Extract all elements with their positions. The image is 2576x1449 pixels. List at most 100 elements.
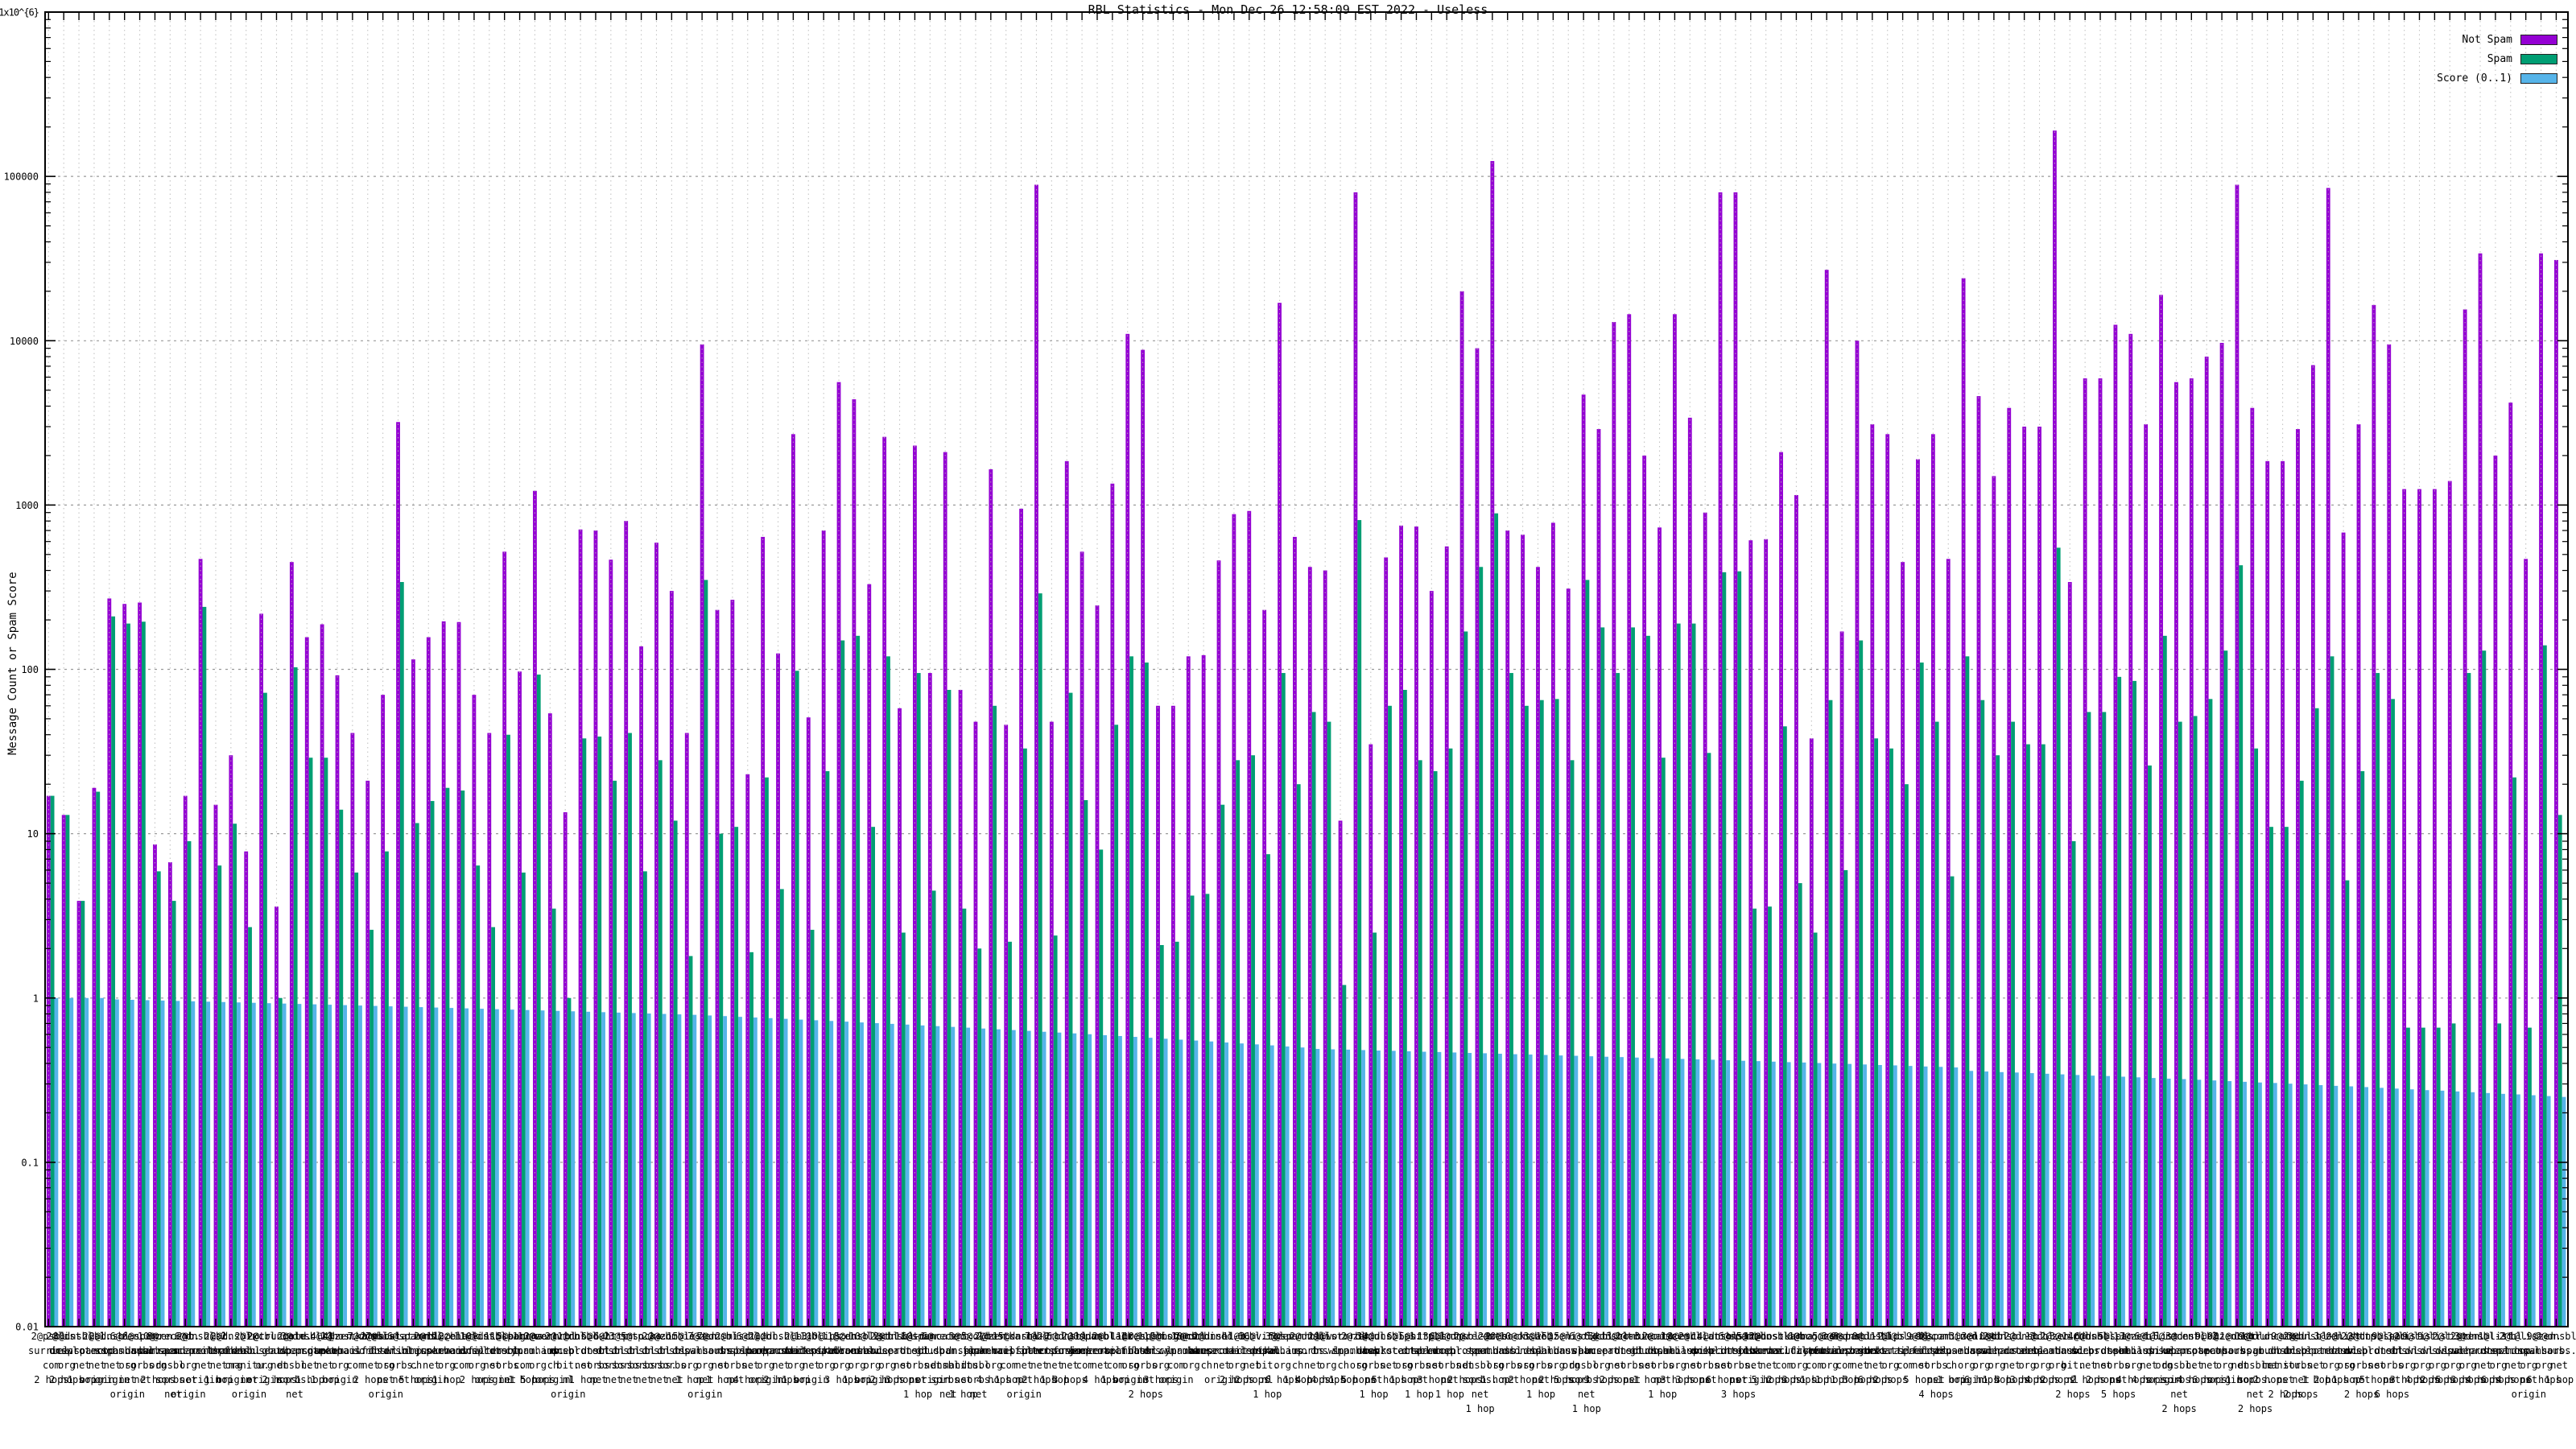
svg-text:4 hops: 4 hops: [2466, 1374, 2500, 1385]
svg-text:com: com: [1000, 1360, 1018, 1371]
svg-text:1@bogons.: 1@bogons.: [1788, 1331, 1840, 1342]
svg-text:4 hops: 4 hops: [2405, 1374, 2439, 1385]
svg-text:9@list.: 9@list.: [2402, 1331, 2443, 1342]
svg-text:sorbs.: sorbs.: [2238, 1374, 2273, 1385]
svg-text:4 hops: 4 hops: [2177, 1374, 2211, 1385]
svg-text:4 hops: 4 hops: [2496, 1374, 2531, 1385]
svg-text:origin: origin: [323, 1374, 357, 1385]
svg-text:sorbs.: sorbs.: [931, 1374, 965, 1385]
svg-text:dnswl.: dnswl.: [2329, 1345, 2363, 1356]
svg-text:uceprotect.: uceprotect.: [749, 1345, 812, 1356]
svg-text:6 hops: 6 hops: [1858, 1374, 1893, 1385]
svg-text:5@zen.: 5@zen.: [1812, 1331, 1847, 1342]
svg-text:2@list.: 2@list.: [2433, 1331, 2474, 1342]
svg-text:2@dnsbl.: 2@dnsbl.: [2004, 1331, 2050, 1342]
svg-text:15@zen.: 15@zen.: [1536, 1331, 1577, 1342]
legend-item-spam: Spam: [2437, 53, 2557, 65]
svg-text:2@hostkarma.: 2@hostkarma.: [974, 1331, 1044, 1342]
svg-text:4 hops: 4 hops: [976, 1374, 1011, 1385]
svg-text:net: net: [2307, 1360, 2325, 1371]
svg-text:2@zen.: 2@zen.: [1341, 1331, 1376, 1342]
svg-text:org: org: [2535, 1360, 2553, 1371]
svg-text:0@dnsbl.: 0@dnsbl.: [1852, 1331, 1899, 1342]
svg-text:2@zen.: 2@zen.: [2450, 1331, 2485, 1342]
svg-text:1 hop: 1 hop: [68, 1374, 97, 1385]
svg-text:net: net: [2247, 1389, 2264, 1400]
svg-text:net: net: [1927, 1374, 1945, 1385]
svg-text:ch: ch: [547, 1360, 559, 1371]
svg-text:2 hops: 2 hops: [1538, 1374, 1573, 1385]
svg-text:3 hops: 3 hops: [1781, 1374, 1816, 1385]
svg-text:org: org: [1122, 1360, 1140, 1371]
svg-text:bit.: bit.: [556, 1360, 580, 1371]
svg-text:bit.: bit.: [2061, 1360, 2084, 1371]
svg-text:11@old.: 11@old.: [2235, 1331, 2276, 1342]
svg-text:net: net: [2140, 1360, 2157, 1371]
svg-text:2@rbl.: 2@rbl.: [1037, 1331, 1071, 1342]
svg-text:net: net: [362, 1360, 380, 1371]
svg-text:imp.: imp.: [542, 1345, 565, 1356]
svg-text:2 hops: 2 hops: [1022, 1374, 1056, 1385]
svg-text:sorbs.: sorbs.: [2101, 1360, 2136, 1371]
svg-text:org: org: [757, 1360, 774, 1371]
svg-text:3@zen.: 3@zen.: [1949, 1331, 1984, 1342]
svg-text:spam.: spam.: [1572, 1345, 1601, 1356]
svg-text:5@old.: 5@old.: [961, 1331, 996, 1342]
svg-text:barracudacentral.: barracudacentral.: [747, 1345, 846, 1356]
svg-text:org: org: [1790, 1360, 1808, 1371]
svg-text:sorbs.: sorbs.: [961, 1374, 996, 1385]
svg-text:com: com: [1167, 1360, 1185, 1371]
svg-text:com: com: [1806, 1360, 1823, 1371]
svg-text:org: org: [1228, 1360, 1246, 1371]
svg-text:net: net: [696, 1374, 714, 1385]
svg-text:1 hop: 1 hop: [706, 1374, 735, 1385]
svg-text:6 hops: 6 hops: [2481, 1374, 2516, 1385]
svg-text:2 hops: 2 hops: [2055, 1389, 2090, 1400]
svg-text:dnswl.: dnswl.: [855, 1345, 890, 1356]
svg-text:sorbs.: sorbs.: [1295, 1345, 1330, 1356]
svg-text:4 hops: 4 hops: [1918, 1389, 1953, 1400]
svg-text:2@bl.: 2@bl.: [1678, 1331, 1707, 1342]
svg-text:2 hops: 2 hops: [2253, 1374, 2288, 1385]
svg-text:net: net: [1578, 1389, 1596, 1400]
svg-text:origin: origin: [110, 1389, 145, 1400]
svg-text:2@b.: 2@b.: [785, 1331, 808, 1342]
svg-text:dnswl.: dnswl.: [2390, 1345, 2425, 1356]
svg-text:nl: nl: [563, 1374, 574, 1385]
svg-text:3@list.: 3@list.: [1961, 1331, 2002, 1342]
svg-text:dnsbl.: dnsbl.: [1569, 1360, 1604, 1371]
svg-text:org: org: [818, 1360, 836, 1371]
svg-text:org: org: [1593, 1360, 1611, 1371]
svg-text:4@zen.: 4@zen.: [323, 1331, 357, 1342]
svg-text:2 hops: 2 hops: [2086, 1374, 2120, 1385]
svg-text:2@misc.: 2@misc.: [715, 1331, 756, 1342]
svg-text:7@dnsbl.: 7@dnsbl.: [348, 1331, 394, 1342]
svg-text:origin: origin: [80, 1374, 114, 1385]
svg-text:ch: ch: [1201, 1360, 1212, 1371]
svg-text:dnswl.: dnswl.: [1964, 1345, 1999, 1356]
svg-text:net: net: [2079, 1360, 2097, 1371]
svg-text:org: org: [2338, 1360, 2355, 1371]
svg-text:15@list.: 15@list.: [1548, 1331, 1595, 1342]
svg-text:spamhaus.: spamhaus.: [2305, 1345, 2357, 1356]
svg-text:net: net: [1684, 1360, 1702, 1371]
svg-text:spamcop.: spamcop.: [728, 1345, 774, 1356]
svg-text:sorbs.: sorbs.: [1432, 1360, 1467, 1371]
svg-text:net: net: [1046, 1360, 1063, 1371]
svg-text:spamhaus.: spamhaus.: [1104, 1345, 1157, 1356]
svg-text:100000: 100000: [4, 171, 39, 183]
svg-text:3 hops: 3 hops: [2390, 1374, 2425, 1385]
svg-text:net: net: [1410, 1374, 1428, 1385]
svg-text:sorbs.: sorbs.: [1918, 1360, 1953, 1371]
svg-text:2@virbl.: 2@virbl.: [545, 1331, 592, 1342]
svg-text:org: org: [681, 1360, 699, 1371]
svg-text:mailspike.: mailspike.: [782, 1345, 840, 1356]
svg-text:0@zen.: 0@zen.: [2207, 1331, 2242, 1342]
svg-text:org: org: [2490, 1360, 2508, 1371]
svg-text:6 hops: 6 hops: [2527, 1374, 2562, 1385]
svg-text:8@dnsbl-1.: 8@dnsbl-1.: [53, 1331, 111, 1342]
svg-text:sorbs.: sorbs.: [2070, 1345, 2105, 1356]
legend-item-score: Score (0..1): [2437, 72, 2557, 85]
svg-text:origin: origin: [1158, 1374, 1193, 1385]
